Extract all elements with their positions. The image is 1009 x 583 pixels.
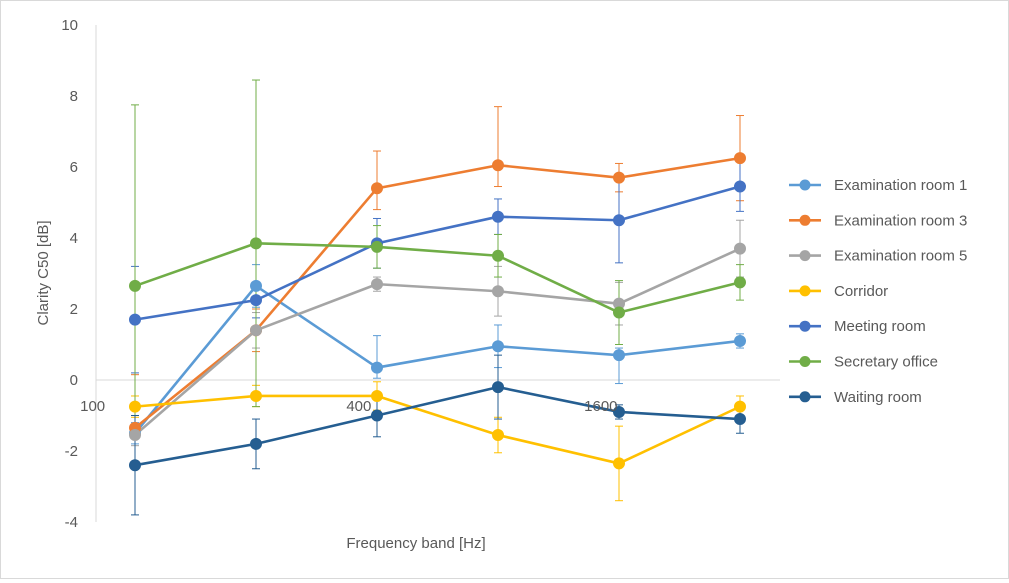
series-lines [133, 156, 741, 467]
data-point [734, 413, 746, 426]
y-tick-label: 8 [70, 88, 78, 105]
tick-labels: -4 -2 0 2 4 6 8 10 100 400 1600 [61, 17, 617, 531]
legend-label: Corridor [834, 283, 888, 300]
data-point [613, 171, 625, 184]
x-axis-label: Frequency band [Hz] [346, 535, 485, 552]
legend-swatch-marker [799, 356, 811, 367]
data-point [250, 324, 262, 337]
series-line [133, 284, 741, 435]
data-point [613, 214, 625, 227]
data-point [492, 340, 504, 353]
data-point [492, 285, 504, 298]
data-point [492, 381, 504, 394]
data-point [734, 152, 746, 165]
data-point [129, 429, 141, 442]
legend-label: Waiting room [834, 389, 922, 406]
legend: Examination room 1 Examination room 3 Exam… [789, 177, 967, 406]
series-markers [129, 152, 746, 472]
legend-swatch-marker [799, 320, 811, 332]
legend-label: Meeting room [834, 318, 926, 335]
data-point [371, 389, 383, 402]
data-point [613, 306, 625, 319]
data-point [250, 437, 262, 450]
y-tick-label: 4 [70, 230, 78, 247]
legend-label: Examination room 1 [834, 177, 967, 194]
data-point [734, 242, 746, 255]
data-point [129, 279, 141, 292]
series-line [134, 156, 741, 429]
data-point [734, 276, 746, 289]
legend-label: Examination room 3 [834, 212, 967, 229]
series-line [134, 394, 741, 465]
axes [95, 25, 780, 522]
data-point [613, 457, 625, 470]
data-point [129, 459, 141, 472]
data-point [613, 405, 625, 418]
data-point [250, 294, 262, 307]
y-axis-label: Clarity C50 [dB] [35, 220, 52, 325]
data-point [492, 159, 504, 172]
y-tick-label: -4 [65, 514, 78, 531]
legend-swatch-marker [799, 391, 811, 403]
legend-label: Secretary office [834, 354, 938, 371]
x-tick-label: 400 [346, 398, 371, 415]
x-tick-label: 1600 [584, 398, 617, 415]
data-point [734, 334, 746, 347]
data-point [613, 349, 625, 362]
data-point [371, 278, 383, 291]
legend-swatch-marker [799, 179, 811, 191]
legend-swatch-marker [799, 214, 811, 226]
data-point [250, 237, 262, 250]
series-line [134, 185, 741, 321]
y-tick-label: -2 [65, 443, 78, 460]
data-point [371, 409, 383, 422]
series-line [134, 242, 741, 314]
data-point [492, 249, 504, 262]
data-point [492, 210, 504, 223]
legend-swatch-marker [799, 250, 811, 262]
data-point [371, 182, 383, 195]
y-tick-label: 10 [61, 17, 78, 34]
y-tick-label: 0 [70, 372, 78, 389]
data-point [371, 361, 383, 374]
series-line [134, 247, 741, 437]
data-point [734, 400, 746, 413]
series-line [134, 385, 741, 467]
data-point [250, 389, 262, 402]
data-point [492, 429, 504, 442]
y-tick-label: 2 [70, 301, 78, 318]
legend-swatch-marker [799, 285, 811, 297]
data-point [129, 400, 141, 413]
y-tick-label: 6 [70, 159, 78, 176]
data-point [734, 180, 746, 193]
data-point [371, 240, 383, 253]
data-point [250, 279, 262, 292]
legend-label: Examination room 5 [834, 248, 967, 265]
data-point [129, 313, 141, 326]
x-tick-label: 100 [80, 398, 105, 415]
